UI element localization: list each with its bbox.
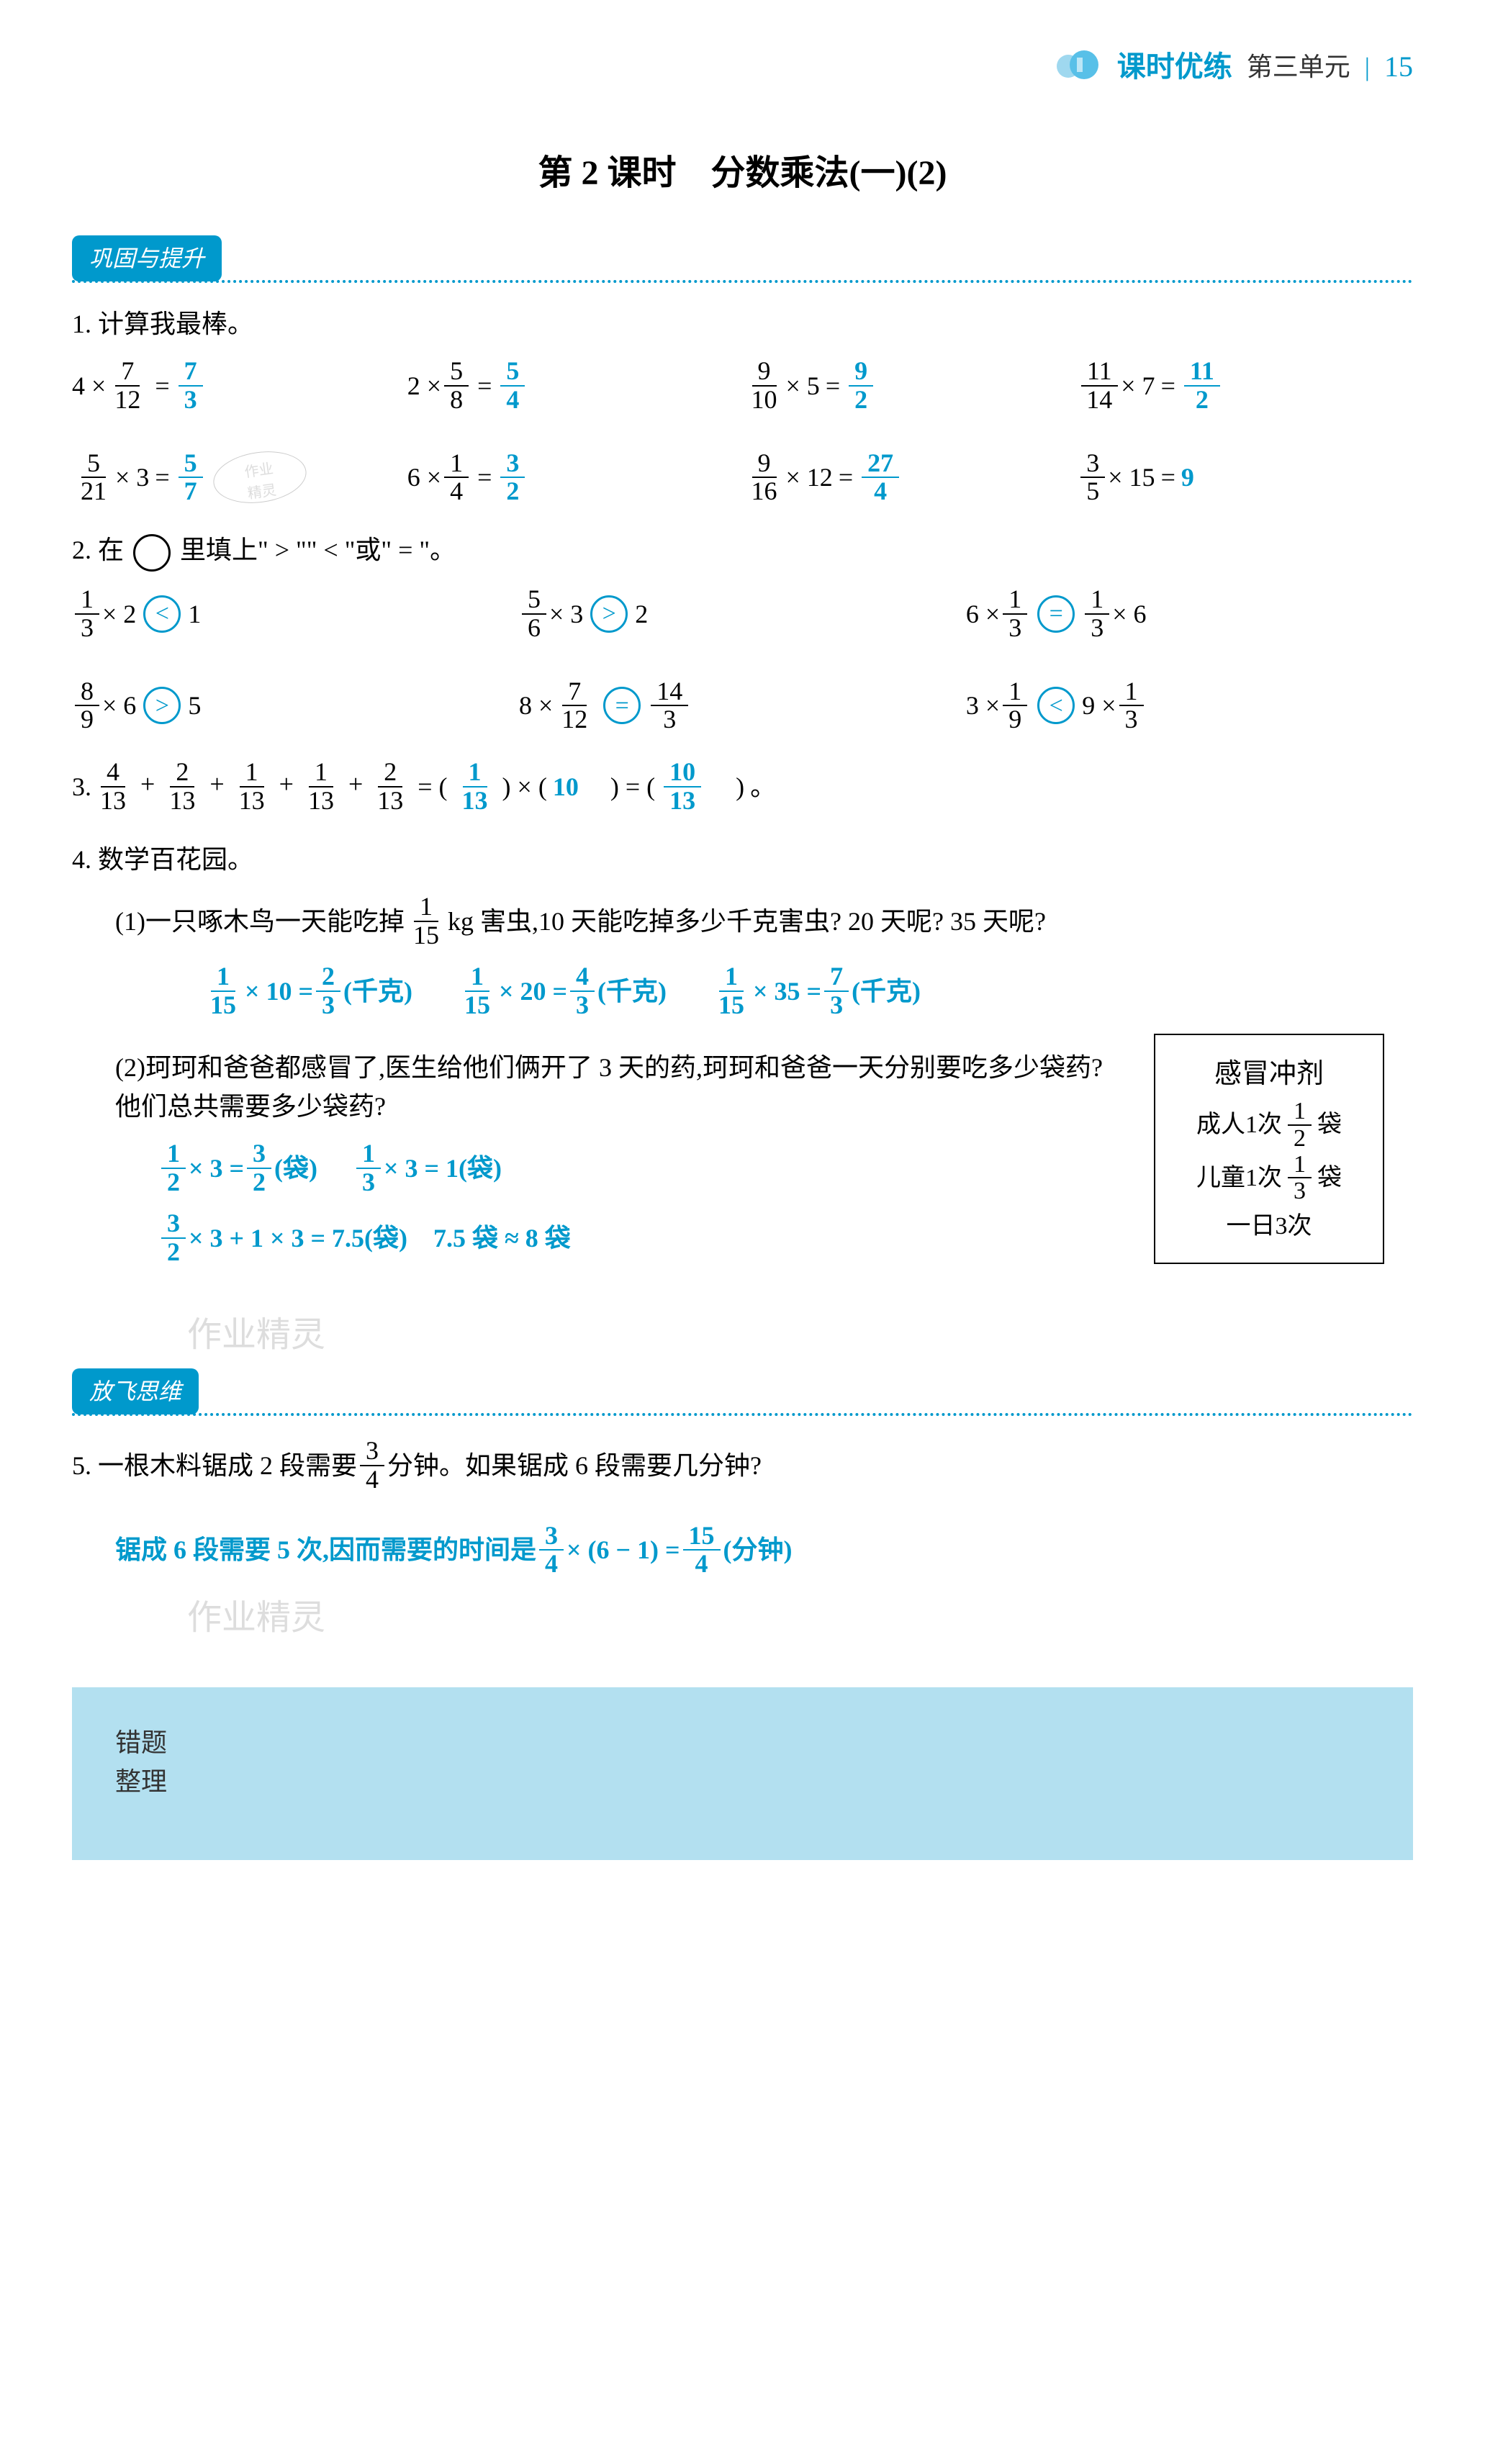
compare-op: =: [603, 687, 641, 724]
footer-box: 错题 整理: [72, 1687, 1413, 1860]
answer-frac: 1 13: [456, 759, 494, 815]
problem-3-label: 3.: [72, 767, 91, 806]
circle-placeholder-icon: [133, 534, 171, 572]
page-number: 15: [1384, 45, 1413, 89]
compare-item: 3 ×19<9 ×13: [966, 678, 1413, 734]
answer-value: 10: [553, 767, 579, 806]
compare-item: 8 ×712=143: [519, 678, 966, 734]
compare-op: <: [143, 595, 181, 633]
dotted-divider: [72, 280, 1413, 283]
section-banner-2: 放飞思维: [72, 1368, 199, 1414]
problem-1: 1. 计算我最棒。 4 ×712=732 ×58=54910× 5=921114…: [72, 304, 1413, 505]
problem-2-grid: 13× 2<156× 3>26 ×13=13× 6 89× 6>58 ×712=1…: [72, 586, 1413, 734]
solution-4-1: 115× 10 =23(千克)115× 20 =43(千克)115× 35 =7…: [202, 963, 1413, 1019]
compare-item: 6 ×13=13× 6: [966, 586, 1413, 642]
watermark: 作业精灵: [187, 1592, 1413, 1644]
box-title: 感冒冲剂: [1177, 1050, 1361, 1098]
problem-2: 2. 在 里填上" > "" < "或" = "。 13× 2<156× 3>2…: [72, 531, 1413, 734]
brand-icon: [1052, 43, 1103, 90]
section-banner-1: 巩固与提升: [72, 235, 222, 281]
brand-text: 课时优练: [1117, 45, 1232, 89]
calc-item: 2 ×58=54: [407, 358, 743, 414]
compare-op: =: [1037, 595, 1075, 633]
problem-5: 5. 一根木料锯成 2 段需要 3 4 分钟。如果锯成 6 段需要几分钟? 锯成…: [72, 1438, 1413, 1644]
compare-op: <: [1037, 687, 1075, 724]
compare-op: >: [143, 687, 181, 724]
calc-item: 1114× 7=112: [1078, 358, 1413, 414]
medicine-box: 感冒冲剂 成人1次 12 袋 儿童1次 13 袋 一日3次: [1154, 1034, 1384, 1264]
watermark: 作业精灵: [187, 1309, 1413, 1361]
unit-text: 第三单元: [1247, 48, 1350, 86]
calc-item: 916× 12=274: [743, 450, 1078, 506]
compare-item: 13× 2<1: [72, 586, 519, 642]
problem-1-label: 1. 计算我最棒。: [72, 304, 1413, 343]
problem-5-label: 5. 一根木料锯成 2 段需要: [72, 1446, 357, 1485]
sub-problem-4-2: 感冒冲剂 成人1次 12 袋 儿童1次 13 袋 一日3次 (2)珂珂和爸爸都感…: [115, 1048, 1413, 1281]
calc-item: 35× 15=9: [1078, 450, 1413, 506]
answer-value: 9: [1181, 458, 1194, 497]
compare-item: 56× 3>2: [519, 586, 966, 642]
stamp-icon: 作业精灵: [209, 446, 309, 509]
calc-item: 521× 3=57作业精灵: [72, 450, 407, 506]
footer-label-2: 整理: [115, 1762, 1370, 1801]
page-title: 第 2 课时 分数乘法(一)(2): [72, 148, 1413, 199]
sub-problem-4-2-text: (2)珂珂和爸爸都感冒了,医生给他们俩开了 3 天的药,珂珂和爸爸一天分别要吃多…: [115, 1048, 1125, 1126]
calc-item: 4 ×712=73: [72, 358, 407, 414]
problem-4: 4. 数学百花园。 (1)一只啄木鸟一天能吃掉 1 15 kg 害虫,10 天能…: [72, 840, 1413, 1281]
solution-4-2b: 3 2 × 3 + 1 × 3 = 7.5(袋) 7.5 袋 ≈ 8 袋: [158, 1210, 1154, 1266]
solution-5: 锯成 6 段需要 5 次,因而需要的时间是 3 4 × (6 − 1) = 15…: [115, 1522, 1413, 1579]
sub-problem-4-1: (1)一只啄木鸟一天能吃掉 1 15 kg 害虫,10 天能吃掉多少千克害虫? …: [115, 893, 1413, 1019]
problem-4-label: 4. 数学百花园。: [72, 840, 1413, 879]
problem-3: 3. 413+213+113+113+213 = ( 1 13 ) × ( 10…: [72, 759, 1413, 815]
calc-item: 910× 5=92: [743, 358, 1078, 414]
problem-2-label: 2. 在 里填上" > "" < "或" = "。: [72, 531, 1413, 572]
box-daily: 一日3次: [1177, 1204, 1361, 1248]
compare-op: >: [590, 595, 628, 633]
dotted-divider: [72, 1413, 1413, 1416]
answer-frac: 10 13: [664, 759, 701, 815]
problem-1-grid: 4 ×712=732 ×58=54910× 5=921114× 7=112 521…: [72, 358, 1413, 505]
footer-label-1: 错题: [115, 1723, 1370, 1762]
page-header: 课时优练 第三单元 | 15: [72, 43, 1413, 90]
calc-item: 6 ×14=32: [407, 450, 743, 506]
header-divider: |: [1365, 48, 1370, 86]
solution-4-2a: 12× 3 =32(袋)13× 3 = 1(袋): [158, 1140, 1154, 1196]
compare-item: 89× 6>5: [72, 678, 519, 734]
